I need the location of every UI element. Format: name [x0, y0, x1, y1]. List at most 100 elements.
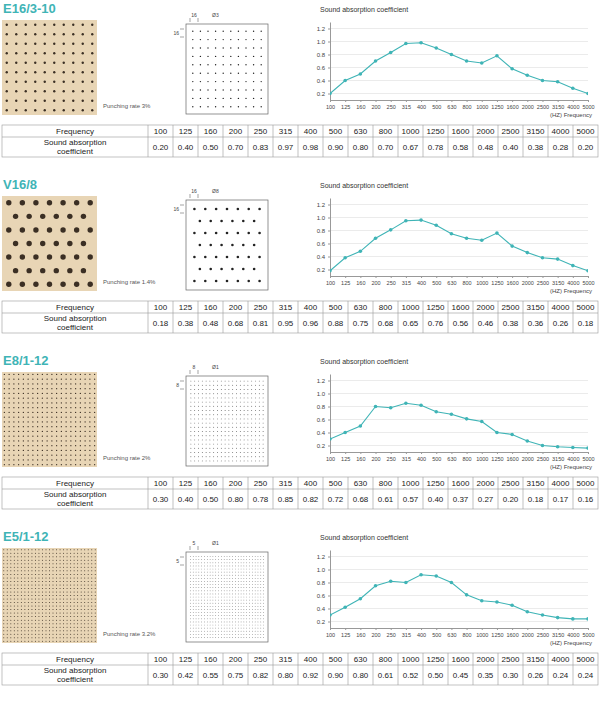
diagram-hole [190, 414, 192, 416]
board-hole [4, 388, 5, 389]
y-tick-mark [328, 42, 330, 43]
board-hole [95, 588, 96, 589]
diagram-hole [201, 426, 203, 428]
board-hole [84, 426, 85, 427]
diagram-hole [245, 56, 246, 57]
board-hole [60, 595, 61, 596]
board-hole [63, 556, 64, 557]
board-hole [56, 563, 57, 564]
diagram-hole [207, 81, 208, 82]
diagram-hole [258, 418, 260, 420]
board-hole [23, 388, 24, 389]
table-rule [323, 477, 324, 509]
board-hole [88, 553, 89, 554]
board-hole [3, 584, 4, 585]
y-tick-mark [328, 94, 330, 95]
diagram-hole [243, 397, 245, 399]
diagram-hole [255, 380, 257, 382]
x-tick-label: 315 [402, 456, 411, 462]
diagram-hole [215, 98, 216, 99]
board-hole [34, 43, 36, 45]
diagram-hole [236, 410, 238, 412]
data-point [434, 46, 438, 50]
table-row-label: Frequency [56, 303, 94, 312]
diagram-hole [236, 405, 238, 407]
board-holes [6, 200, 93, 287]
board-hole [14, 588, 15, 589]
diagram-hole [232, 443, 234, 445]
board-hole [75, 383, 76, 384]
board-hole [17, 574, 18, 575]
board-hole [37, 435, 38, 436]
board-hole [23, 454, 24, 455]
diagram-hole [213, 414, 215, 416]
board-hole [32, 388, 33, 389]
board-hole [95, 577, 96, 578]
board-hole [60, 282, 65, 287]
board-hole [6, 109, 8, 111]
board-hole [33, 282, 38, 287]
diagram-hole [224, 393, 226, 395]
diagram-hole [205, 397, 207, 399]
board-hole [51, 445, 52, 446]
board-hole [67, 577, 68, 578]
board-hole [37, 388, 38, 389]
board-hole [46, 435, 47, 436]
table-row-label: Sound absorptioncoefficient [44, 138, 107, 156]
y-tick-label: 1.0 [317, 391, 326, 397]
x-tick-mark [376, 276, 377, 278]
diagram-hole [232, 460, 234, 462]
board-hole [18, 412, 19, 413]
board-hole [81, 560, 82, 561]
board-hole [84, 450, 85, 451]
data-point [586, 269, 588, 273]
table-frequency: 3150 [527, 479, 545, 488]
diagram-hole [253, 47, 254, 48]
board-hole [46, 388, 47, 389]
table-rule [573, 477, 574, 509]
data-point [343, 431, 347, 435]
board-hole [3, 588, 4, 589]
board-hole [20, 254, 25, 259]
diagram-hole [247, 397, 249, 399]
diagram-hole [205, 405, 207, 407]
board-hole [94, 416, 95, 417]
table-row-label: Frequency [56, 479, 94, 488]
board-hole [8, 397, 9, 398]
diagram-hole [213, 426, 215, 428]
table-rule [273, 301, 274, 333]
x-tick-label: 1000 [476, 280, 488, 286]
board-hole [51, 416, 52, 417]
x-tick: 1250 [491, 100, 503, 110]
board-hole [18, 407, 19, 408]
board-hole [47, 254, 52, 259]
table-frequency: 100 [154, 127, 168, 136]
diagram-hole [262, 426, 264, 428]
board-hole [56, 577, 57, 578]
diagram-hole [223, 89, 224, 90]
diagram-hole [247, 435, 249, 437]
board-hole [21, 595, 22, 596]
diagram-hole [258, 460, 260, 462]
board-hole [13, 268, 18, 273]
board-hole [24, 584, 25, 585]
diagram-hole [232, 439, 234, 441]
board-hole [7, 574, 8, 575]
board-hole [60, 563, 61, 564]
table-rule [548, 477, 549, 509]
series-line [330, 43, 588, 94]
board-hole [77, 553, 78, 554]
board-hole [77, 549, 78, 550]
board-hole [84, 549, 85, 550]
board-hole [3, 556, 4, 557]
board-hole [63, 570, 64, 571]
board-hole [8, 421, 9, 422]
board-hole [23, 378, 24, 379]
grid-line [330, 28, 588, 29]
diagram-hole [232, 397, 234, 399]
board-hole [17, 584, 18, 585]
diagram-hole [232, 435, 234, 437]
board-hole [20, 200, 25, 205]
diagram-hole [194, 384, 196, 386]
diagram-hole [232, 389, 234, 391]
